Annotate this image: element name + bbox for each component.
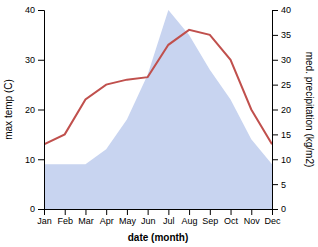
tick-label: 25 — [281, 80, 291, 90]
tick-mark — [272, 35, 278, 36]
tick-label: Mar — [78, 216, 94, 226]
tick: Apr — [100, 209, 114, 226]
tick: 0 — [30, 204, 44, 214]
tick-mark — [38, 159, 44, 160]
tick: Aug — [182, 209, 198, 226]
tick-mark — [251, 209, 252, 215]
tick-mark — [38, 10, 44, 11]
tick-mark — [85, 209, 86, 215]
tick-label: 35 — [281, 30, 291, 40]
tick-mark — [38, 209, 44, 210]
tick: Feb — [57, 209, 73, 226]
tick: 15 — [272, 130, 291, 140]
tick: 35 — [272, 30, 291, 40]
axis-line — [273, 11, 279, 210]
tick-mark — [38, 110, 44, 111]
tick: Dec — [264, 209, 281, 226]
y2-axis: 0 5 10 15 20 25 30 35 40 — [272, 5, 291, 214]
tick: Mar — [78, 209, 94, 226]
tick: 25 — [272, 80, 291, 90]
tick-label: Apr — [100, 216, 114, 226]
tick-label: 40 — [281, 5, 291, 15]
tick: Jun — [141, 209, 156, 226]
tick: 0 — [272, 204, 286, 214]
tick-mark — [272, 134, 278, 135]
tick-mark — [272, 184, 278, 185]
tick: 40 — [272, 5, 291, 15]
y-axis: 0 10 20 30 40 — [25, 5, 45, 214]
tick-label: 15 — [281, 130, 291, 140]
tick: 20 — [25, 105, 44, 115]
tick: Nov — [244, 209, 261, 226]
tick: May — [119, 209, 137, 226]
tick-label: Jun — [141, 216, 156, 226]
tick-label: 10 — [281, 155, 291, 165]
tick-label: 5 — [281, 180, 286, 190]
tick: 30 — [25, 55, 44, 65]
tick-label: Dec — [264, 216, 281, 226]
plot: JanFebMarAprMayJunJulAugSepOctNovDec0102… — [3, 5, 315, 243]
y2-axis-title: med. precipitation (kg/m2) — [304, 52, 315, 168]
tick-label: 40 — [25, 5, 35, 15]
tick-mark — [106, 209, 107, 215]
tick-label: Aug — [182, 216, 198, 226]
tick-label: 20 — [281, 105, 291, 115]
tick: 30 — [272, 55, 291, 65]
tick-mark — [272, 10, 278, 11]
tick-mark — [231, 209, 232, 215]
tick-mark — [148, 209, 149, 215]
axis-line — [45, 210, 273, 216]
tick-mark — [272, 209, 278, 210]
tick-label: Feb — [57, 216, 73, 226]
chart: JanFebMarAprMayJunJulAugSepOctNovDec0102… — [0, 0, 318, 247]
tick: 40 — [25, 5, 44, 15]
tick-label: Sep — [202, 216, 218, 226]
tick: Jul — [163, 209, 175, 226]
axis-line — [38, 11, 45, 210]
tick-mark — [168, 209, 169, 215]
tick-label: Oct — [224, 216, 239, 226]
tick: Oct — [224, 209, 239, 226]
tick-mark — [127, 209, 128, 215]
tick-mark — [272, 85, 278, 86]
x-axis-title: date (month) — [128, 232, 189, 243]
tick-label: Jul — [163, 216, 175, 226]
tick: Sep — [202, 209, 218, 226]
tick: 20 — [272, 105, 291, 115]
tick-mark — [272, 159, 278, 160]
tick-mark — [272, 110, 278, 111]
tick-label: Nov — [244, 216, 261, 226]
tick-mark — [210, 209, 211, 215]
tick-mark — [65, 209, 66, 215]
line — [44, 30, 272, 144]
tick-label: 0 — [30, 204, 35, 214]
area — [44, 10, 272, 209]
y-axis-title: max temp (C) — [3, 79, 14, 140]
tick-mark — [189, 209, 190, 215]
tick: 10 — [272, 155, 291, 165]
tick-label: 30 — [25, 55, 35, 65]
tick-label: Jan — [37, 216, 52, 226]
tick: 10 — [25, 155, 44, 165]
tick: 5 — [272, 180, 286, 190]
x-axis: Jan Feb Mar Apr May Jun Jul Aug Sep Oct NovDec — [37, 209, 281, 226]
tick-label: 20 — [25, 105, 35, 115]
tick-mark — [272, 60, 278, 61]
tick-label: 10 — [25, 155, 35, 165]
tick-label: 0 — [281, 204, 286, 214]
tick-mark — [38, 60, 44, 61]
marks — [44, 10, 272, 209]
tick-label: May — [119, 216, 137, 226]
tick: Jan — [37, 209, 52, 226]
tick-label: 30 — [281, 55, 291, 65]
